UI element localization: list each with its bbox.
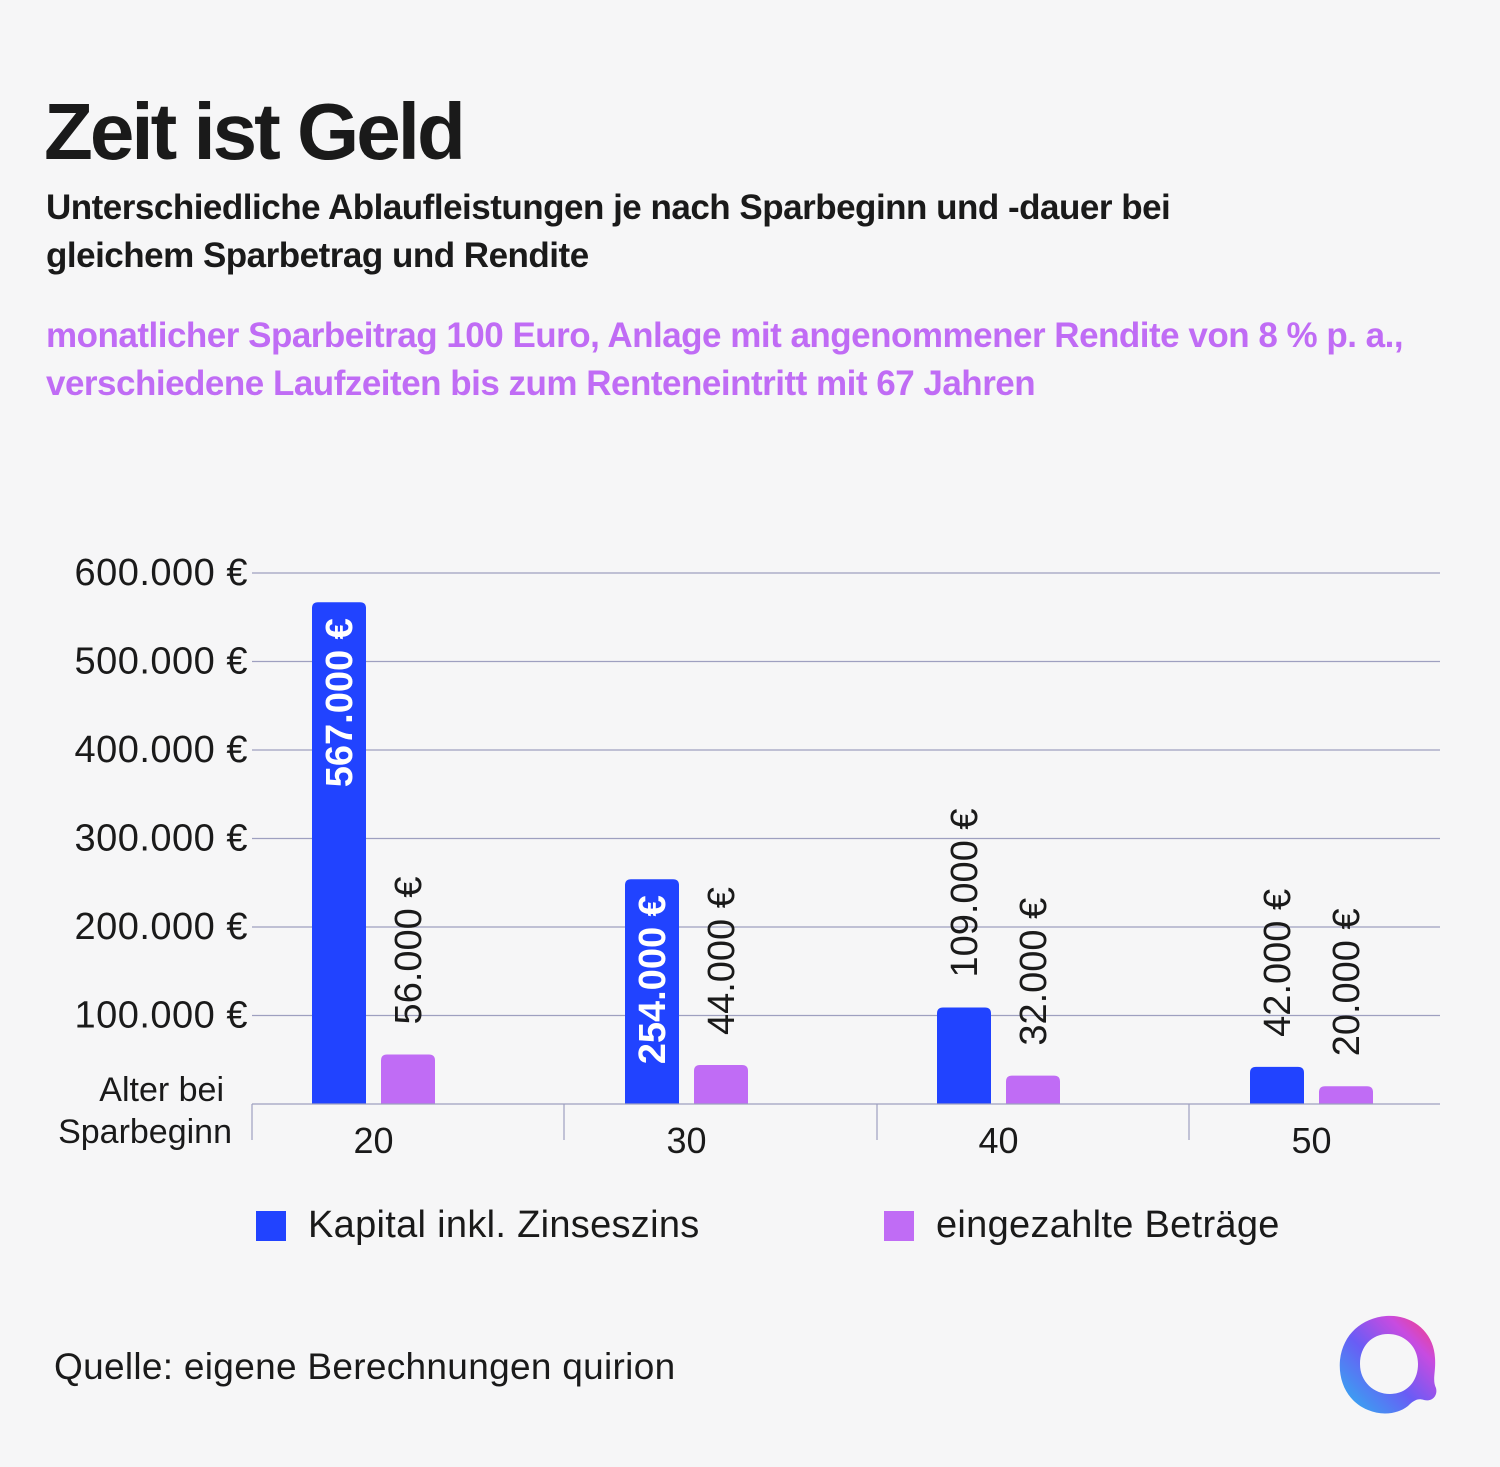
- subtitle: Unterschiedliche Ablaufleistungen je nac…: [46, 188, 1171, 275]
- x-tick-label: 40: [978, 1120, 1018, 1161]
- bar: [1250, 1066, 1304, 1104]
- bar: [937, 1007, 991, 1104]
- data-label: 32.000 €: [1013, 898, 1055, 1046]
- bar: [1006, 1075, 1060, 1104]
- legend-swatch-kapital: [256, 1210, 286, 1241]
- bar: [625, 879, 679, 1104]
- x-tick-label: 30: [666, 1120, 706, 1161]
- data-label: 254.000 €: [632, 895, 674, 1064]
- chart-description: monatlicher Sparbeitrag 100 Euro, Anlage…: [46, 316, 1404, 403]
- legend-label-kapital: Kapital inkl. Zinseszins: [308, 1204, 700, 1246]
- y-tick-label: 100.000 €: [74, 995, 248, 1037]
- legend-swatch-eingezahlt: [884, 1210, 914, 1241]
- page-title: Zeit ist Geld: [44, 87, 466, 176]
- bar: [694, 1065, 748, 1104]
- y-tick-label: 300.000 €: [74, 818, 248, 860]
- legend-item-kapital: Kapital inkl. Zinseszins: [256, 1204, 700, 1247]
- data-label: 56.000 €: [388, 877, 430, 1025]
- bar-chart: 100.000 € 200.000 € 300.000 € 400.000 € 500.…: [58, 552, 1440, 1161]
- data-label: 109.000 €: [944, 808, 986, 977]
- bar: [1319, 1086, 1373, 1104]
- y-tick-label: 200.000 €: [74, 906, 248, 948]
- data-label: 567.000 €: [319, 618, 361, 787]
- x-axis-title: Sparbeginn: [58, 1113, 232, 1151]
- source-note: Quelle: eigene Berechnungen quirion: [54, 1346, 676, 1387]
- legend-label-eingezahlt: eingezahlte Beträge: [936, 1204, 1280, 1246]
- data-label: 44.000 €: [701, 887, 743, 1035]
- quirion-logo-icon: [1334, 1310, 1444, 1425]
- y-tick-label: 500.000 €: [74, 641, 248, 683]
- data-label: 20.000 €: [1326, 908, 1368, 1056]
- chart-bars: 567.000 € 56.000 € 254.000 € 44.000 € 109.00…: [312, 602, 1373, 1104]
- y-tick-label: 600.000 €: [74, 552, 248, 594]
- chart-legend: Kapital inkl. Zinseszins eingezahlte Bet…: [0, 1204, 1500, 1254]
- x-tick-label: 50: [1291, 1120, 1331, 1161]
- x-tick-label: 20: [353, 1120, 393, 1161]
- data-label: 42.000 €: [1257, 889, 1299, 1037]
- bar: [381, 1054, 435, 1104]
- x-axis: Alter bei Sparbeginn 20 30 40 50: [58, 1071, 1440, 1161]
- chart-grid: [252, 572, 1440, 1017]
- y-axis: 100.000 € 200.000 € 300.000 € 400.000 € 500.…: [74, 552, 248, 1037]
- bar: [312, 602, 366, 1104]
- x-axis-title: Alter bei: [99, 1071, 224, 1109]
- y-tick-label: 400.000 €: [74, 729, 248, 771]
- legend-item-eingezahlt: eingezahlte Beträge: [884, 1204, 1280, 1247]
